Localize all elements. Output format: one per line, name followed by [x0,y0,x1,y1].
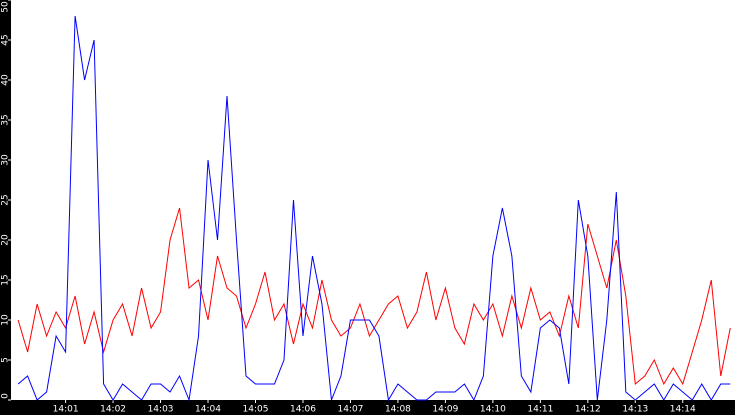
x-tick-label: 14:05 [243,405,269,415]
series-line [17,15,731,402]
x-tick-label: 14:13 [622,405,648,415]
x-tick-label: 14:12 [575,405,601,415]
y-tick-label: 20 [1,234,11,246]
y-tick-label: 25 [1,194,11,205]
x-tick-label: 14:10 [480,405,506,415]
y-tick-label: 10 [1,314,11,326]
y-tick-label: 45 [1,34,11,45]
x-tick-label: 14:06 [290,405,316,415]
y-tick-label: 40 [1,74,11,86]
x-tick-label: 14:04 [195,405,221,415]
x-tick-label: 14:11 [527,405,553,415]
x-tick-label: 14:07 [337,405,363,415]
x-axis-strip [0,400,735,415]
y-axis-strip [0,0,11,415]
x-tick-label: 14:03 [148,405,174,415]
x-tick-label: 14:09 [432,405,458,415]
y-tick-label: 5 [1,357,11,363]
x-tick-label: 14:14 [670,405,696,415]
x-tick-label: 14:01 [53,405,79,415]
y-tick-label: 0 [1,393,11,399]
x-tick-label: 14:02 [100,405,126,415]
x-tick-label: 14:08 [385,405,411,415]
y-tick-label: 50 [1,1,11,13]
y-tick-label: 35 [1,114,11,125]
y-tick-label: 30 [1,154,11,166]
y-tick-label: 15 [1,274,11,285]
